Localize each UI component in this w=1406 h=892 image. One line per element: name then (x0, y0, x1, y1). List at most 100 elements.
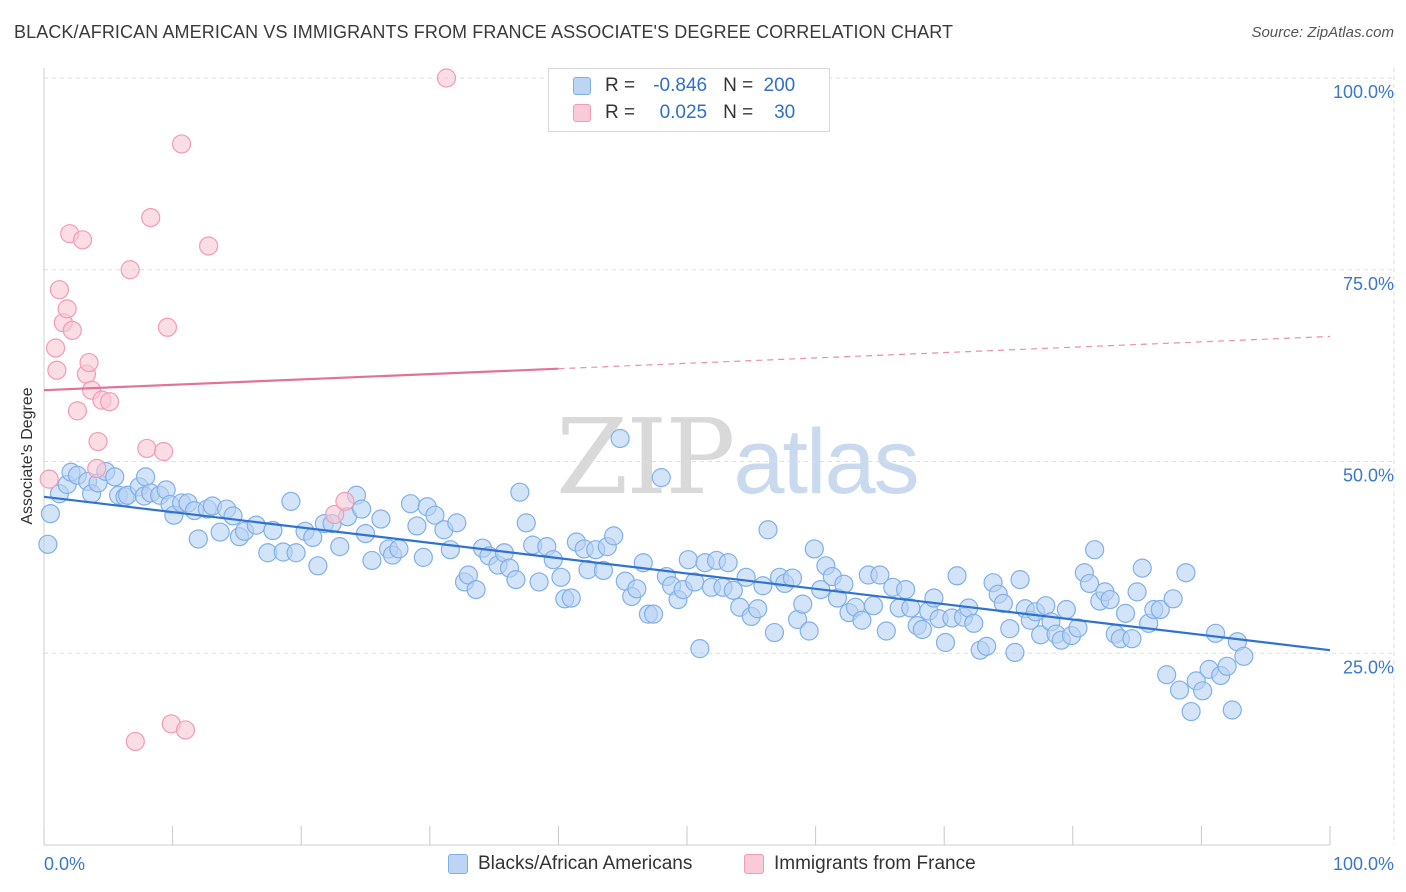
point-blacks (1132, 558, 1152, 578)
bottom-legend-france: Immigrants from France (744, 851, 976, 877)
point-blacks (210, 522, 230, 542)
point-blacks (1205, 623, 1226, 643)
point-blacks (896, 579, 916, 600)
point-france (120, 260, 140, 280)
point-blacks (330, 537, 350, 557)
y-tick-label: 50.0% (1343, 466, 1394, 486)
legend-r-value: -0.846 (653, 75, 708, 96)
trend-line-blacks (43, 495, 1331, 652)
point-blacks (38, 534, 58, 554)
point-blacks (246, 515, 266, 535)
point-blacks (516, 513, 536, 533)
point-blacks (876, 621, 896, 641)
point-blacks (510, 482, 530, 502)
tick-labels: 25.0% 50.0% 75.0% 100.0% 0.0% 100.0% (44, 82, 1394, 874)
bottom-legend-blacks: Blacks/African Americans (448, 851, 692, 877)
point-blacks (947, 566, 967, 586)
legend-row-france: R = 0.025 N = 30 (573, 100, 795, 126)
point-france (87, 458, 107, 479)
point-blacks (529, 572, 549, 592)
watermark-zip: ZIP (556, 396, 735, 518)
point-blacks (1222, 700, 1242, 720)
point-blacks (764, 622, 785, 643)
point-blacks (551, 567, 571, 587)
legend-n-value: 200 (763, 75, 796, 96)
series-france-points (39, 68, 457, 752)
point-blacks (281, 491, 301, 511)
point-blacks (604, 526, 624, 546)
legend-r-label: R = (605, 75, 636, 96)
point-blacks (852, 610, 872, 630)
point-blacks (1163, 589, 1183, 609)
point-blacks (286, 543, 306, 563)
point-blacks (799, 621, 819, 641)
point-blacks (748, 599, 768, 619)
point-blacks (188, 529, 208, 549)
y-tick-label: 25.0% (1343, 657, 1394, 677)
stats-legend: R = -0.846 N = 200 R = 0.025 N = 30 (548, 68, 830, 132)
point-blacks (793, 594, 813, 614)
point-france (57, 299, 77, 319)
point-blacks (758, 520, 778, 540)
point-blacks (425, 505, 445, 525)
point-blacks (870, 565, 890, 585)
point-blacks (1085, 540, 1105, 560)
y-tick-label: 75.0% (1343, 274, 1394, 294)
point-france (79, 352, 99, 373)
x-tick-label: 100.0% (1333, 854, 1394, 874)
point-france (335, 491, 355, 511)
point-blacks (1100, 589, 1120, 610)
point-blacks (506, 570, 526, 590)
point-blacks (804, 539, 824, 559)
point-france (62, 320, 82, 340)
point-blacks (627, 579, 647, 599)
point-blacks (407, 516, 427, 536)
y-axis-label: Associate's Degree (19, 387, 36, 525)
point-france (172, 134, 192, 154)
point-france (153, 441, 174, 462)
point-blacks (863, 596, 884, 616)
point-blacks (1217, 656, 1237, 676)
point-blacks (352, 499, 372, 519)
point-blacks (1115, 603, 1136, 623)
point-blacks (1000, 619, 1020, 639)
point-blacks (1079, 573, 1100, 594)
legend-n-value: 30 (774, 102, 796, 123)
point-blacks (1150, 599, 1170, 620)
point-blacks (1122, 629, 1142, 649)
point-france (47, 360, 67, 380)
watermark: ZIPatlas (556, 396, 920, 518)
point-france (157, 317, 178, 337)
legend-row-blacks: R = -0.846 N = 200 (573, 73, 795, 99)
point-blacks (977, 636, 997, 656)
point-blacks (1169, 680, 1190, 700)
point-blacks (223, 506, 243, 526)
point-france (325, 504, 345, 525)
point-france (199, 236, 219, 256)
point-blacks (753, 576, 773, 596)
legend-swatch-pink (573, 104, 591, 122)
point-blacks (1036, 596, 1056, 616)
trend-lines (43, 335, 1331, 652)
bottom-legend-label: Blacks/African Americans (478, 853, 693, 874)
point-blacks (643, 604, 664, 624)
point-blacks (1127, 582, 1147, 602)
point-blacks (736, 567, 756, 587)
point-blacks (610, 428, 630, 449)
point-blacks (389, 539, 409, 559)
bottom-legend-swatch-blue (448, 854, 468, 874)
point-blacks (466, 579, 486, 600)
point-blacks (993, 593, 1013, 613)
point-france (175, 720, 196, 740)
bottom-legend-label: Immigrants from France (774, 853, 976, 874)
point-france (49, 280, 70, 300)
point-france (67, 401, 88, 421)
point-blacks (308, 556, 328, 576)
point-blacks (593, 560, 614, 581)
point-blacks (362, 550, 382, 571)
axes (43, 68, 1331, 846)
point-blacks (723, 580, 743, 600)
point-blacks (40, 504, 61, 524)
point-france (137, 438, 157, 459)
